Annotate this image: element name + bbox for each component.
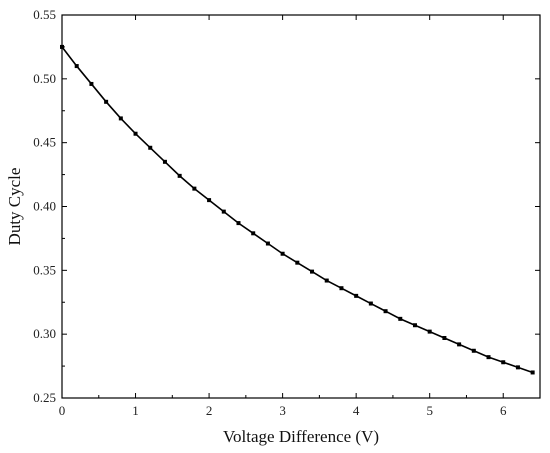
data-point xyxy=(398,316,403,321)
x-axis-title: Voltage Difference (V) xyxy=(223,427,379,446)
y-tick-label: 0.30 xyxy=(33,326,56,341)
data-point xyxy=(501,360,506,365)
data-point xyxy=(104,99,109,104)
data-point xyxy=(133,131,138,136)
y-axis: 0.25 0.30 0.35 0.40 0.45 0.50 0.55 xyxy=(33,7,540,405)
data-point xyxy=(442,335,447,340)
x-tick-label: 5 xyxy=(426,403,433,418)
x-tick-label: 6 xyxy=(500,403,507,418)
data-point xyxy=(295,260,300,265)
y-tick-label: 0.55 xyxy=(33,7,56,22)
x-tick-label: 0 xyxy=(59,403,66,418)
data-point xyxy=(280,251,285,256)
plot-frame xyxy=(61,14,541,399)
data-point xyxy=(265,241,270,246)
data-point xyxy=(221,209,226,214)
data-point xyxy=(236,221,241,226)
series-line xyxy=(61,46,533,374)
data-point xyxy=(310,269,315,274)
y-tick-label: 0.45 xyxy=(33,135,56,150)
data-point xyxy=(530,370,535,375)
y-axis-title: Duty Cycle xyxy=(5,168,24,246)
x-tick-label: 4 xyxy=(353,403,360,418)
data-point xyxy=(251,231,256,236)
data-point xyxy=(74,64,79,69)
y-tick-label: 0.35 xyxy=(33,262,56,277)
data-point xyxy=(368,301,373,306)
x-tick-label: 1 xyxy=(132,403,139,418)
y-tick-label: 0.50 xyxy=(33,71,56,86)
data-point xyxy=(60,44,64,49)
y-tick-label: 0.40 xyxy=(33,199,56,214)
data-point xyxy=(324,278,329,283)
data-point xyxy=(383,309,388,314)
plot-area xyxy=(61,14,541,399)
data-point xyxy=(486,355,491,360)
data-point xyxy=(471,348,476,353)
data-point xyxy=(515,365,520,370)
data-point xyxy=(427,329,432,334)
data-point xyxy=(412,323,417,328)
data-point xyxy=(207,198,212,203)
data-point xyxy=(89,81,94,86)
data-point xyxy=(148,145,153,150)
y-tick-label: 0.25 xyxy=(33,390,56,405)
data-point xyxy=(339,286,344,291)
x-tick-label: 2 xyxy=(206,403,213,418)
data-point xyxy=(354,293,359,298)
data-point xyxy=(162,159,167,164)
data-point xyxy=(177,173,182,178)
series-markers xyxy=(60,44,535,375)
data-point xyxy=(192,186,197,191)
data-point xyxy=(118,116,123,121)
x-tick-label: 3 xyxy=(279,403,286,418)
data-point xyxy=(457,342,462,347)
x-axis: 0 1 2 3 4 5 6 xyxy=(59,15,507,418)
